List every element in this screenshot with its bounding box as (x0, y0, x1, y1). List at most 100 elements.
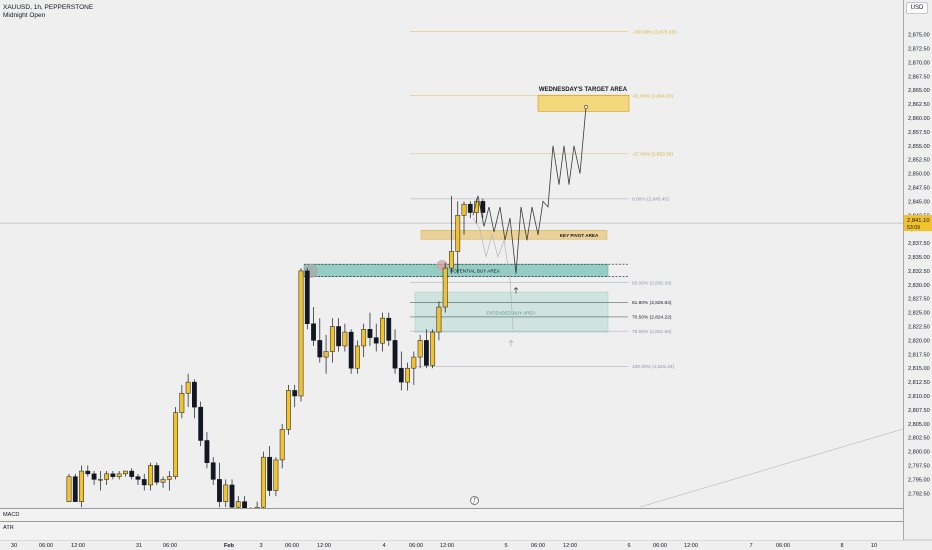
bull-candle (286, 390, 291, 430)
time-tick-label: 06:00 (653, 543, 667, 549)
time-tick-label: 12:00 (317, 543, 331, 549)
macd-pane[interactable]: MACD (0, 508, 903, 521)
bull-candle (298, 270, 304, 397)
tradingview-logo-icon[interactable]: f (470, 496, 479, 505)
time-tick-label: 6 (627, 543, 630, 549)
fib-level-label: 61.80% (2,826.84) (632, 300, 672, 306)
arrow-up-icon (508, 339, 514, 347)
bull-candle (417, 340, 423, 358)
atr-label: ATR (3, 525, 14, 531)
price-tick-label: 2,857.50 (908, 130, 930, 136)
price-tick-label: 2,810.00 (908, 394, 930, 400)
bear-candle (348, 331, 354, 369)
alternate-projection-path (472, 217, 514, 330)
price-tick-label: 2,815.00 (908, 366, 930, 372)
bear-candle (141, 479, 147, 486)
price-tick-label: 2,855.00 (908, 144, 930, 150)
price-tick-label: 2,875.00 (908, 33, 930, 39)
bull-candle (442, 267, 448, 308)
bear-candle (204, 440, 210, 463)
bull-candle (116, 473, 122, 477)
bull-candle (223, 484, 229, 502)
bear-candle (267, 456, 273, 491)
time-tick-label: 06:00 (409, 543, 423, 549)
time-tick-label: 06:00 (531, 543, 545, 549)
bull-candle (260, 456, 266, 508)
macd-label: MACD (3, 512, 20, 518)
bull-candle (273, 459, 279, 491)
bull-candle (235, 501, 241, 508)
price-tick-label: 2,867.50 (908, 74, 930, 80)
target-zone (537, 94, 630, 112)
time-tick-label: 7 (749, 543, 752, 549)
bear-candle (386, 317, 392, 341)
fib-level-label: -100.00% (2,875.53) (632, 29, 676, 35)
price-tick-label: 2,830.00 (908, 283, 930, 289)
time-tick-label: Feb (224, 543, 235, 549)
price-tick-label: 2,817.50 (908, 352, 930, 358)
price-tick-label: 2,825.00 (908, 311, 930, 317)
bull-candle (160, 479, 166, 483)
bear-candle (373, 337, 379, 344)
fib-level-label: 70.50% (2,824.22) (632, 315, 672, 321)
bear-candle (229, 484, 235, 508)
bull-candle (173, 412, 178, 477)
bear-candle (129, 470, 135, 477)
time-tick-label: 06:00 (776, 543, 790, 549)
bull-candle (97, 479, 103, 481)
price-tick-label: 2,835.00 (908, 255, 930, 261)
time-tick-label: 12:00 (684, 543, 698, 549)
potential-buy-label: POTENTIAL BUY AREA (450, 268, 500, 273)
bear-candle (198, 406, 204, 441)
indicator-label[interactable]: Midnight Open (3, 12, 46, 19)
bear-candle (91, 473, 97, 480)
bull-candle (185, 381, 191, 394)
countdown-label: 53:09 (907, 225, 920, 231)
target-area-label: WEDNESDAY'S TARGET AREA (539, 87, 628, 93)
bear-candle (367, 329, 373, 338)
time-tick-label: 30 (11, 543, 17, 549)
bear-candle (304, 270, 310, 324)
fib-level-label: 100.00% (2,815.34) (632, 364, 675, 370)
bull-candle (279, 429, 285, 461)
price-tick-label: 2,852.50 (908, 158, 930, 164)
bear-candle (72, 476, 78, 502)
time-tick-label: 12:00 (440, 543, 454, 549)
bull-candle (79, 470, 84, 502)
bear-candle (336, 326, 342, 347)
price-tick-label: 2,827.50 (908, 297, 930, 303)
price-tick-label: 2,820.00 (908, 338, 930, 344)
bull-candle (66, 476, 72, 502)
current-price-badge (904, 215, 932, 232)
price-tick-label: 2,805.00 (908, 422, 930, 428)
bull-candle (148, 465, 153, 486)
bear-candle (292, 390, 298, 397)
price-tick-label: 2,847.50 (908, 186, 930, 192)
bear-candle (480, 201, 486, 213)
currency-button[interactable]: USD (906, 2, 928, 14)
price-tick-label: 2,845.00 (908, 199, 930, 205)
fib-level-label: 0.00% (2,845.45) (632, 197, 669, 203)
time-tick-label: 8 (840, 543, 843, 549)
price-tick-label: 2,862.50 (908, 102, 930, 108)
fib-level-label: -61.80% (2,864.03) (632, 93, 673, 99)
price-tick-label: 2,837.50 (908, 241, 930, 247)
bear-candle (217, 479, 222, 502)
bull-candle (430, 331, 436, 366)
bull-candle (342, 331, 348, 347)
fib-level-label: -27.00% (2,853.56) (632, 152, 673, 158)
bear-candle (467, 203, 473, 213)
bull-candle (405, 367, 410, 383)
price-tick-label: 2,872.50 (908, 47, 930, 53)
bull-candle (104, 473, 110, 480)
atr-pane[interactable]: ATR (0, 521, 903, 540)
bull-candle (323, 351, 329, 358)
time-tick-label: 10 (871, 543, 877, 549)
trend-line (639, 428, 904, 508)
bull-candle (436, 306, 442, 333)
time-tick-label: 06:00 (163, 543, 177, 549)
symbol-title[interactable]: XAUUSD, 1h, PEPPERSTONE (3, 4, 94, 11)
time-tick-label: 31 (136, 543, 142, 549)
